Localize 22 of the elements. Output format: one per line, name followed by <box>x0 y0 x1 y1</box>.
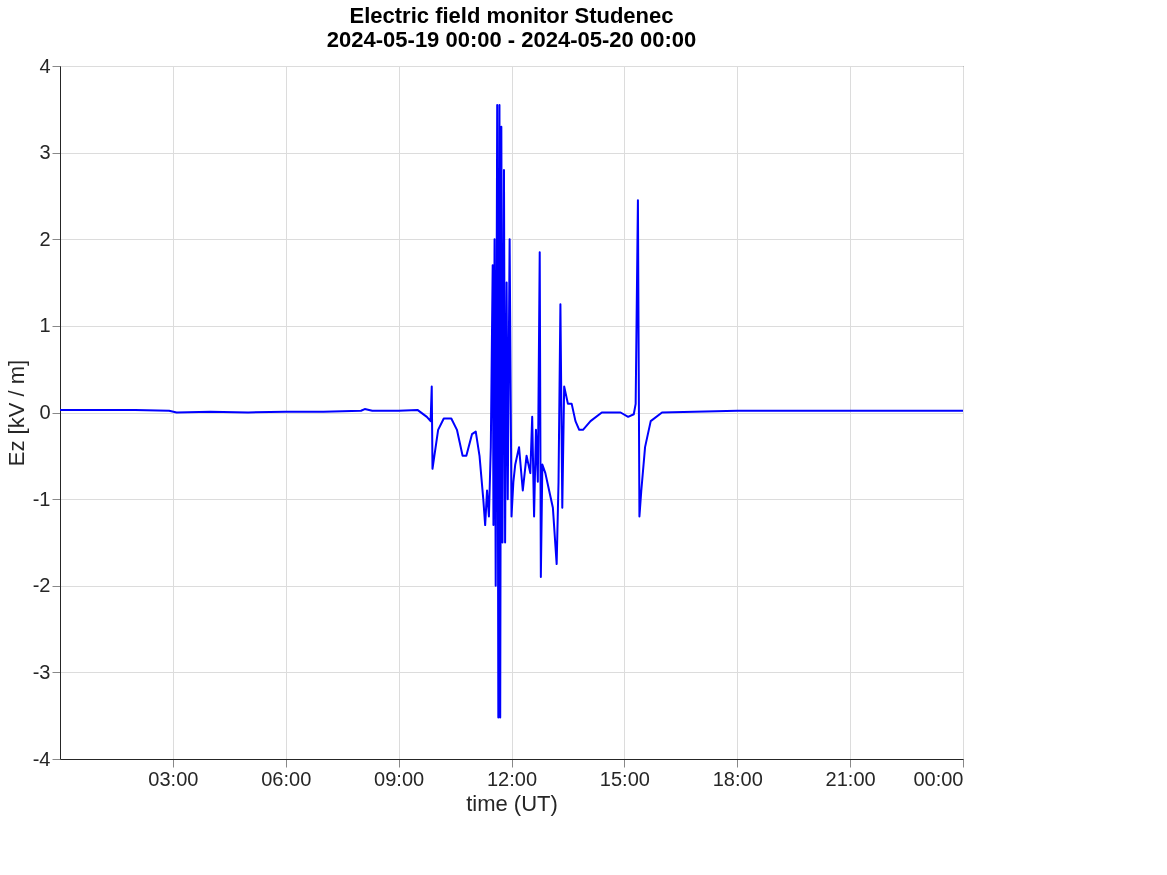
line-series <box>59 103 964 719</box>
y-tick-label: 1 <box>39 314 51 337</box>
text: 2024-05-19 00:00 - 2024-05-20 00:00 <box>326 27 697 52</box>
y-tick-label: -4 <box>32 747 51 770</box>
y-tick-label: -2 <box>32 574 51 597</box>
y-axis-title: Ez [kV / m] <box>3 359 29 467</box>
y-tick-label: 3 <box>39 141 51 164</box>
x-tick-label: 12:00 <box>486 767 538 790</box>
x-tick-label: 15:00 <box>599 767 650 790</box>
x-tick-label: 00:00 <box>913 767 964 790</box>
y-tick-label: 0 <box>39 401 51 423</box>
y-tick-label: -3 <box>32 660 51 683</box>
text: Electric field monitor Studenec <box>349 3 674 28</box>
x-tick-label: 21:00 <box>825 767 876 790</box>
y-tick-label: 4 <box>39 54 51 77</box>
y-tick-label: -1 <box>32 487 51 510</box>
x-tick-label: 09:00 <box>374 767 425 790</box>
x-axis-title: time (UT) <box>466 790 558 816</box>
x-tick-label: 18:00 <box>712 767 763 790</box>
y-tick-label: 2 <box>39 227 51 250</box>
x-tick-label: 03:00 <box>148 767 199 790</box>
x-tick-label: 06:00 <box>261 767 312 790</box>
